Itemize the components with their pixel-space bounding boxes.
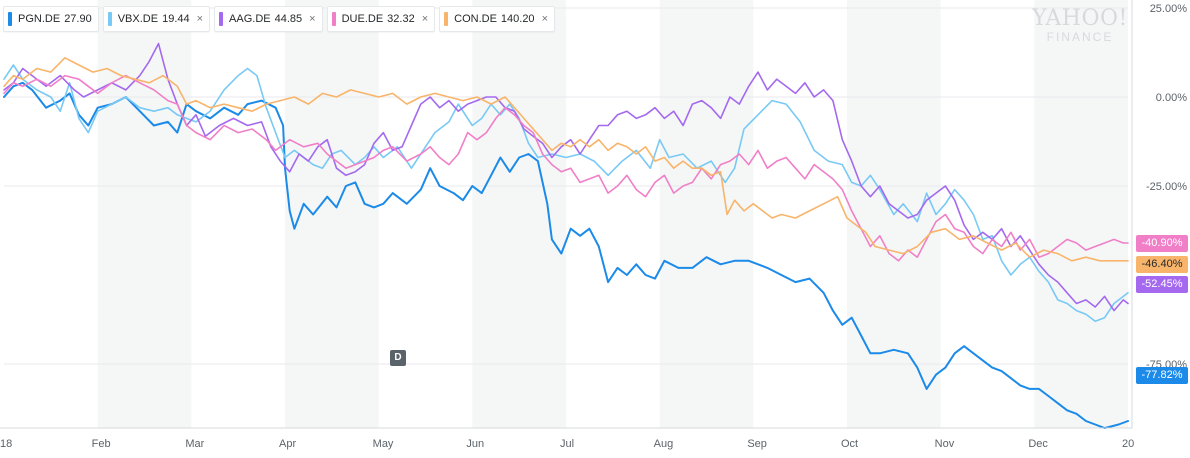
x-tick-label: Dec	[1028, 438, 1048, 450]
legend: PGN.DE 27.90 VBX.DE 19.44 × AAG.DE 44.85 × DUE.D…	[3, 6, 555, 32]
legend-symbol: CON.DE	[454, 13, 497, 25]
x-tick-label: Aug	[654, 438, 674, 450]
legend-symbol: AAG.DE	[229, 13, 271, 25]
x-tick-label: 20	[1122, 438, 1134, 450]
end-value-label: -77.82%	[1136, 367, 1188, 384]
y-tick-label: 0.00%	[1156, 92, 1187, 104]
x-tick-label: May	[373, 438, 394, 450]
month-band	[472, 0, 566, 428]
close-icon[interactable]: ×	[541, 13, 548, 25]
legend-swatch	[219, 12, 224, 26]
legend-value: 140.20	[500, 13, 535, 25]
watermark-line2: FINANCE	[1046, 30, 1114, 44]
x-tick-label: Jun	[466, 438, 484, 450]
end-value-label: -52.45%	[1136, 276, 1188, 293]
x-tick-label: Sep	[747, 438, 767, 450]
x-tick-label: Feb	[92, 438, 111, 450]
series-line-due-de	[3, 74, 1129, 262]
watermark-line1: YAHOO!	[1032, 6, 1128, 31]
series-line-aag-de	[3, 42, 1129, 312]
legend-swatch	[444, 12, 449, 26]
x-tick-label: Jul	[560, 438, 574, 450]
legend-chip-pgn-de[interactable]: PGN.DE 27.90	[3, 6, 99, 32]
series-lines	[3, 42, 1129, 430]
month-band	[1034, 0, 1128, 428]
legend-chip-due-de[interactable]: DUE.DE 32.32 ×	[326, 6, 436, 32]
series-line-vbx-de	[3, 64, 1129, 323]
close-icon[interactable]: ×	[309, 13, 316, 25]
legend-symbol: PGN.DE	[18, 13, 61, 25]
x-tick-label: Nov	[935, 438, 955, 450]
x-tick-label: Mar	[185, 438, 204, 450]
x-tick-label: Oct	[841, 438, 858, 450]
series-line-con-de	[3, 57, 1129, 262]
close-icon[interactable]: ×	[421, 13, 429, 25]
series-line-pgn-de	[3, 81, 1129, 430]
month-band	[659, 0, 754, 428]
legend-value: 27.90	[64, 13, 92, 25]
legend-value: 19.44	[162, 13, 190, 25]
end-value-label: -40.90%	[1136, 235, 1188, 252]
legend-chip-con-de[interactable]: CON.DE 140.20 ×	[439, 6, 555, 32]
yahoo-finance-watermark: YAHOO! FINANCE	[1030, 6, 1130, 44]
legend-value: 44.85	[274, 13, 303, 25]
x-tick-label: 18	[0, 438, 12, 450]
legend-symbol: DUE.DE	[341, 13, 384, 25]
legend-swatch	[107, 12, 112, 26]
legend-chip-vbx-de[interactable]: VBX.DE 19.44 ×	[102, 6, 211, 32]
legend-chip-aag-de[interactable]: AAG.DE 44.85 ×	[214, 6, 323, 32]
y-tick-label: 25.00%	[1150, 3, 1188, 15]
close-icon[interactable]: ×	[196, 13, 204, 25]
x-tick-label: Apr	[279, 438, 296, 450]
legend-value: 32.32	[387, 13, 415, 25]
end-value-label: -46.40%	[1136, 256, 1188, 273]
y-tick-label: -25.00%	[1146, 181, 1187, 193]
legend-swatch	[331, 12, 336, 26]
x-axis: 18 Feb Mar Apr May Jun Jul Aug Sep Oct Nov Dec 20	[0, 427, 1134, 450]
legend-swatch	[8, 12, 12, 26]
y-axis: 25.00%0.00%-25.00%-75.00%	[1131, 0, 1188, 428]
dividend-event-marker[interactable]: D	[390, 350, 406, 366]
legend-symbol: VBX.DE	[117, 13, 159, 25]
